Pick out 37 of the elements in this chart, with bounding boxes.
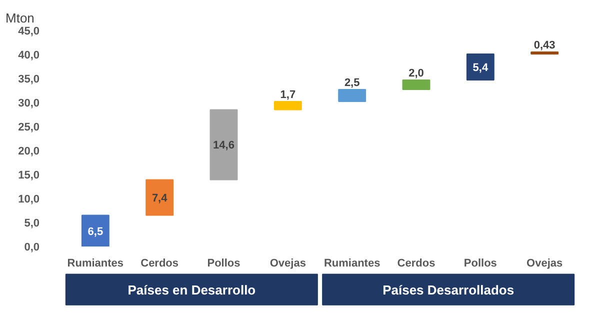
x-tick-label: Pollos xyxy=(207,258,240,270)
y-tick-label: 0,0 xyxy=(24,242,40,254)
y-tick-label: 25,0 xyxy=(18,122,40,134)
bar xyxy=(81,214,110,246)
bar xyxy=(210,109,238,180)
bar xyxy=(402,79,430,90)
y-tick-label: 20,0 xyxy=(18,146,40,158)
data-label: 14,6 xyxy=(213,140,234,152)
data-label: 1,7 xyxy=(280,88,296,101)
x-tick-label: Rumiantes xyxy=(324,258,380,270)
y-tick-label: 45,0 xyxy=(18,26,40,38)
x-tick-label: Ovejas xyxy=(270,258,306,270)
data-label: 5,4 xyxy=(472,62,489,74)
y-axis-title: Mton xyxy=(6,10,34,26)
data-label: 2,0 xyxy=(408,67,424,80)
bar xyxy=(466,54,494,80)
x-tick-label: Cerdos xyxy=(140,258,179,270)
x-tick-label: Ovejas xyxy=(526,258,563,270)
text: Países Desarrollados xyxy=(382,282,514,298)
y-tick-label: 40,0 xyxy=(18,50,40,62)
data-label: 0,43 xyxy=(534,39,556,52)
bar xyxy=(530,51,559,55)
y-tick-label: 10,0 xyxy=(18,194,40,206)
y-tick-label: 35,0 xyxy=(18,74,40,86)
data-label: 6,5 xyxy=(88,226,104,238)
bar xyxy=(274,101,302,110)
data-label: 2,5 xyxy=(344,76,360,89)
bar xyxy=(146,179,174,216)
bar xyxy=(338,89,366,102)
text: Países en Desarrollo xyxy=(128,282,256,298)
x-tick-label: Pollos xyxy=(464,258,497,270)
y-tick-label: 30,0 xyxy=(18,98,40,110)
data-label: 7,4 xyxy=(152,192,168,205)
y-tick-label: 5,0 xyxy=(24,218,40,230)
x-tick-label: Rumiantes xyxy=(67,258,124,270)
x-tick-label: Cerdos xyxy=(397,258,436,270)
y-tick-label: 15,0 xyxy=(18,170,40,182)
